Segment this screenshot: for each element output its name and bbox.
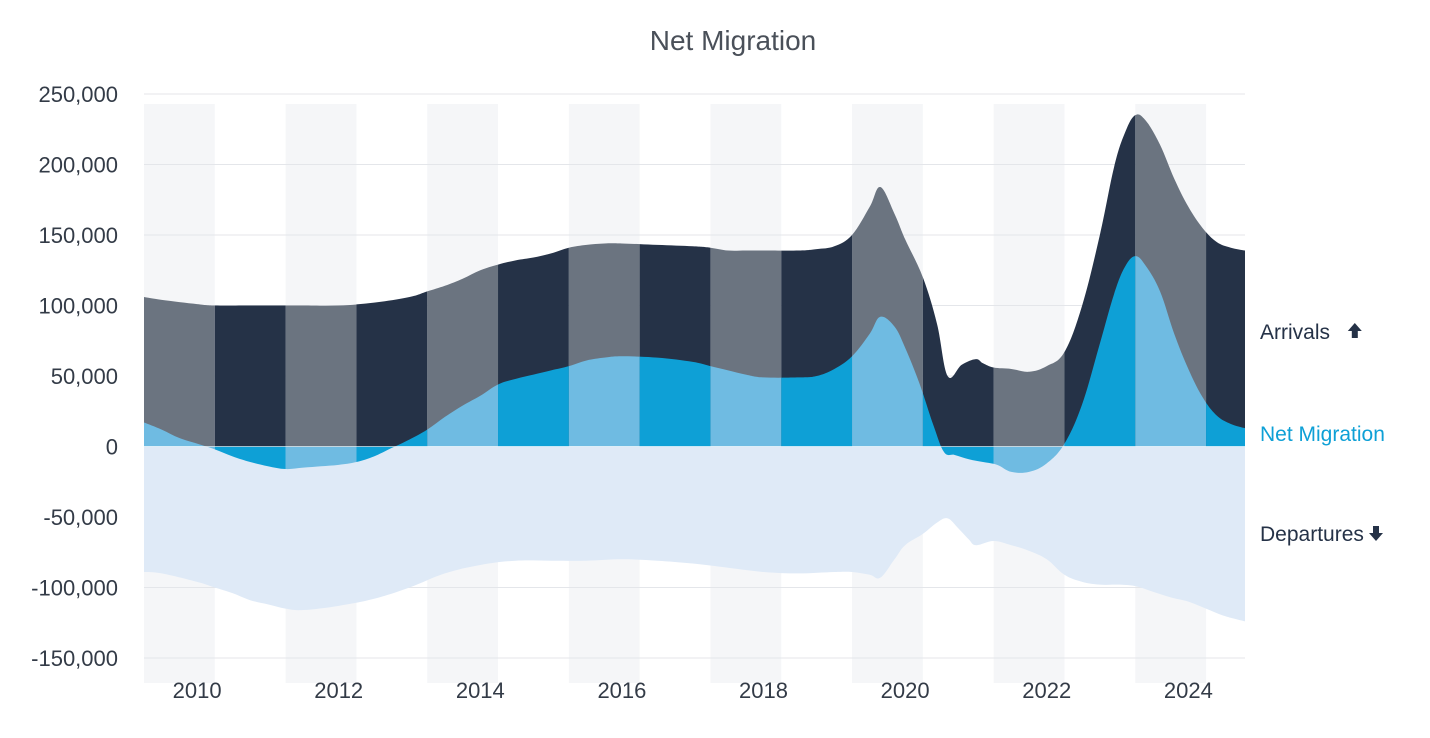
legend-net-migration-label: Net Migration — [1260, 423, 1385, 446]
y-axis: 250,000 200,000 150,000 100,000 50,000 0 -50,0… — [31, 82, 118, 671]
legend-net-migration: Net Migration — [1260, 423, 1385, 446]
y-tick-label: 50,000 — [51, 364, 118, 389]
legend: Arrivals Net Migration Departures — [1260, 321, 1385, 546]
arrow-down-icon — [1369, 526, 1383, 541]
x-tick-label: 2014 — [456, 678, 505, 703]
net-migration-area-dark — [214, 256, 1245, 473]
x-tick-label: 2012 — [314, 678, 363, 703]
legend-arrivals: Arrivals — [1260, 321, 1362, 344]
x-tick-label: 2022 — [1022, 678, 1071, 703]
y-tick-label: -100,000 — [31, 576, 118, 601]
x-tick-label: 2018 — [739, 678, 788, 703]
arrow-up-icon — [1347, 323, 1362, 338]
legend-departures: Departures — [1260, 523, 1383, 546]
arrivals-area-dark — [214, 114, 1245, 447]
y-tick-label: -150,000 — [31, 646, 118, 671]
departures-area — [144, 446, 1245, 622]
y-tick-label: 250,000 — [38, 82, 118, 107]
y-tick-label: 0 — [106, 435, 118, 460]
net-migration-series — [144, 256, 1245, 473]
x-tick-label: 2024 — [1164, 678, 1213, 703]
y-tick-label: -50,000 — [43, 505, 118, 530]
departures-series — [144, 446, 1245, 622]
area-series — [144, 114, 1245, 622]
x-tick-label: 2020 — [881, 678, 930, 703]
y-tick-label: 150,000 — [38, 223, 118, 248]
legend-arrivals-label: Arrivals — [1260, 321, 1330, 344]
x-tick-label: 2016 — [597, 678, 646, 703]
arrivals-series — [144, 114, 1245, 447]
x-tick-label: 2010 — [173, 678, 222, 703]
y-tick-label: 200,000 — [38, 153, 118, 178]
x-axis: 2010 2012 2014 2016 2018 2020 2022 2024 — [173, 678, 1213, 703]
legend-departures-label: Departures — [1260, 523, 1364, 546]
chart-title: Net Migration — [650, 25, 817, 56]
y-tick-label: 100,000 — [38, 294, 118, 319]
